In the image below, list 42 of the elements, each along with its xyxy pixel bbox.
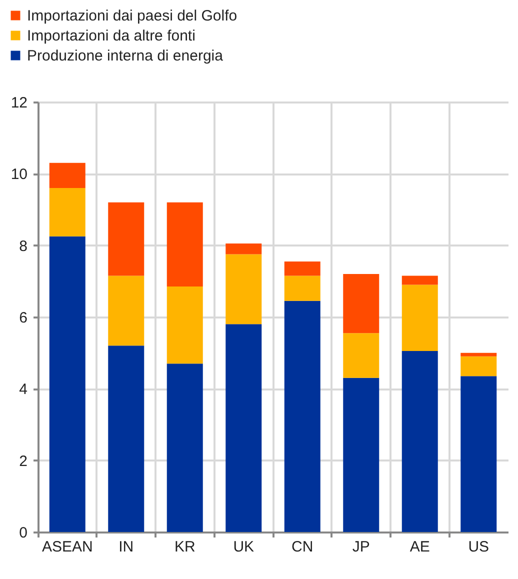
bar: [402, 276, 438, 285]
x-tick-label: US: [468, 538, 490, 556]
bar: [49, 188, 86, 236]
bar: [166, 364, 203, 532]
bar: [460, 352, 497, 356]
y-tick-label: 0: [19, 524, 28, 542]
bar: [402, 351, 438, 532]
bar: [284, 300, 320, 532]
bar: [343, 333, 380, 378]
bar: [166, 286, 203, 364]
x-tick-label: IN: [118, 538, 134, 556]
x-tick-label: UK: [233, 538, 254, 556]
bar: [402, 284, 438, 352]
legend-label: Importazioni da altre fonti: [27, 28, 196, 44]
bar: [284, 261, 320, 276]
bar: [49, 162, 86, 188]
bar: [226, 254, 262, 324]
bar: [343, 274, 380, 334]
y-tick-label: 12: [10, 94, 28, 112]
legend-label: Produzione interna di energia: [27, 48, 224, 64]
x-tick-label: CN: [292, 538, 314, 556]
bar: [166, 202, 203, 287]
x-tick-label: AE: [410, 538, 430, 556]
bar: [460, 376, 497, 532]
y-tick-label: 8: [19, 238, 28, 255]
bar: [49, 236, 86, 532]
y-tick-label: 4: [19, 381, 28, 398]
bar: [108, 202, 144, 276]
bar: [226, 324, 262, 532]
x-tick-label: ASEAN: [42, 538, 93, 556]
x-tick-label: KR: [174, 538, 196, 556]
y-tick-label: 2: [19, 452, 28, 470]
y-tick-label: 10: [10, 166, 28, 184]
x-tick-label: JP: [352, 538, 370, 556]
legend-label: Importazioni dai paesi del Golfo: [27, 8, 238, 24]
bar: [108, 276, 144, 346]
bar: [226, 244, 262, 254]
bar: [284, 276, 320, 301]
bar: [343, 378, 380, 532]
bar: [108, 346, 144, 532]
bar: [460, 356, 497, 376]
y-tick-label: 6: [19, 310, 28, 326]
